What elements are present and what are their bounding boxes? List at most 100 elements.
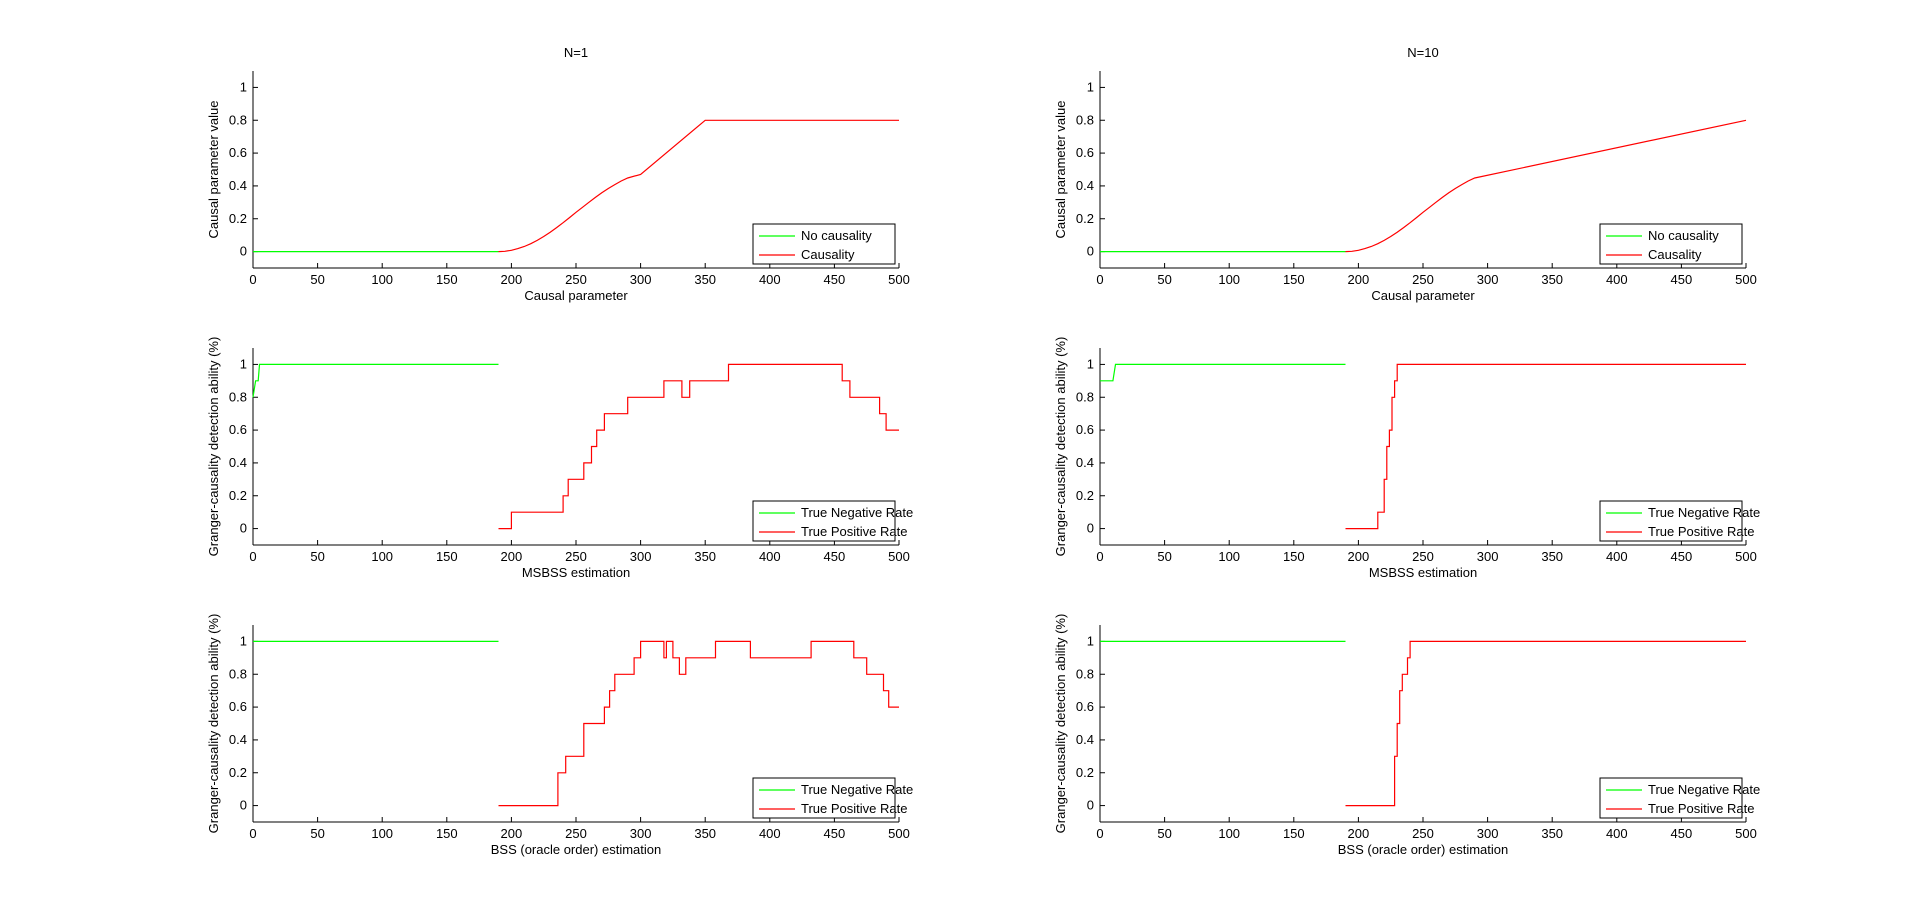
y-tick-label: 1 [1087,356,1094,371]
y-tick-label: 0.4 [1076,455,1094,470]
x-tick-label: 500 [1735,549,1757,564]
x-tick-label: 350 [694,272,716,287]
y-tick-label: 0.8 [1076,666,1094,681]
x-tick-label: 400 [759,549,781,564]
legend-label: True Positive Rate [801,801,907,816]
legend: True Negative Rate True Positive Rate [752,500,913,542]
y-tick-label: 0.6 [1076,145,1094,160]
x-tick-label: 400 [759,826,781,841]
y-tick-label: 0.6 [229,699,247,714]
legend-box [752,223,896,265]
series-line-true-positive-rate [1345,640,1746,807]
x-tick-label: 100 [371,272,393,287]
x-tick-label: 150 [1283,272,1305,287]
chart-title: N=10 [1407,45,1438,60]
x-tick-label: 100 [371,549,393,564]
y-axis-label: Granger-causality detection ability (%) [1053,614,1068,834]
x-tick-label: 450 [824,272,846,287]
x-tick-label: 150 [436,272,458,287]
x-tick-label: 300 [630,826,652,841]
legend: True Negative Rate True Positive Rate [752,777,913,819]
x-tick-label: 50 [310,272,324,287]
subplot-n1-bss: 0 50 100 150 200 250 300 350 400 450 500 0 0.2 0.4 0.6… [206,614,913,857]
y-tick-label: 0 [240,798,247,813]
y-axis-label: Causal parameter value [1053,100,1068,238]
series-line-causality [498,119,899,253]
y-tick-label: 0.8 [229,666,247,681]
x-tick-label: 500 [1735,826,1757,841]
legend-box [1599,500,1743,542]
legend-label: True Negative Rate [1648,782,1760,797]
y-tick-label: 0.2 [229,211,247,226]
x-tick-label: 300 [1477,826,1499,841]
subplot-n10-bss: 0 50 100 150 200 250 300 350 400 450 500 0 0.2 0.4 0.6… [1053,614,1760,857]
y-tick-label: 0.4 [229,455,247,470]
y-tick-label: 0 [1087,798,1094,813]
x-tick-label: 450 [824,549,846,564]
x-tick-label: 100 [1218,549,1240,564]
x-axis-label: MSBSS estimation [522,565,630,580]
x-axis-label: Causal parameter [524,288,628,303]
y-tick-label: 0.8 [1076,112,1094,127]
x-tick-label: 200 [1348,549,1370,564]
y-tick-label: 0.2 [1076,765,1094,780]
legend-label: No causality [801,228,872,243]
x-tick-label: 150 [1283,826,1305,841]
subplot-n10-causal: N=10 0 50 100 150 200 250 300 350 400 450 500 0 0.2 0.… [1053,45,1757,303]
subplot-n10-msbss: 0 50 100 150 200 250 300 350 400 450 500 0 0.2 0.4 0.6… [1053,337,1760,580]
y-tick-label: 0.4 [229,732,247,747]
x-tick-label: 300 [630,549,652,564]
x-tick-label: 0 [1096,549,1103,564]
x-tick-label: 100 [1218,272,1240,287]
legend-label: No causality [1648,228,1719,243]
x-tick-label: 450 [1671,549,1693,564]
y-tick-label: 1 [1087,79,1094,94]
legend-label: True Positive Rate [801,524,907,539]
x-tick-label: 150 [436,826,458,841]
x-tick-label: 350 [694,549,716,564]
legend: No causality Causality [752,223,896,265]
x-tick-label: 250 [1412,272,1434,287]
x-tick-label: 300 [1477,272,1499,287]
legend-label: True Negative Rate [1648,505,1760,520]
x-tick-label: 0 [1096,826,1103,841]
x-tick-label: 250 [1412,826,1434,841]
legend-label: True Negative Rate [801,505,913,520]
x-tick-label: 0 [249,549,256,564]
legend-label: Causality [1648,247,1702,262]
x-tick-label: 450 [1671,826,1693,841]
x-tick-label: 200 [1348,826,1370,841]
y-tick-label: 0.4 [1076,732,1094,747]
x-tick-label: 200 [501,826,523,841]
x-tick-label: 450 [1671,272,1693,287]
x-tick-label: 0 [249,272,256,287]
x-tick-label: 200 [501,549,523,564]
y-axis-label: Granger-causality detection ability (%) [1053,337,1068,557]
y-tick-label: 1 [240,79,247,94]
legend: True Negative Rate True Positive Rate [1599,500,1760,542]
x-tick-label: 250 [1412,549,1434,564]
y-tick-label: 0.8 [229,389,247,404]
y-tick-label: 0 [240,244,247,259]
x-tick-label: 50 [310,826,324,841]
x-tick-label: 250 [565,826,587,841]
legend: No causality Causality [1599,223,1743,265]
x-tick-label: 50 [1157,826,1171,841]
x-axis-label: BSS (oracle order) estimation [1338,842,1509,857]
y-tick-label: 0.6 [1076,422,1094,437]
x-tick-label: 400 [1606,826,1628,841]
x-tick-label: 100 [371,826,393,841]
y-axis-label: Granger-causality detection ability (%) [206,614,221,834]
x-tick-label: 400 [1606,272,1628,287]
x-tick-label: 400 [759,272,781,287]
y-tick-label: 0 [1087,521,1094,536]
y-tick-label: 1 [240,633,247,648]
x-tick-label: 200 [1348,272,1370,287]
y-tick-label: 0 [240,521,247,536]
x-tick-label: 500 [888,272,910,287]
x-tick-label: 250 [565,272,587,287]
legend-box [1599,777,1743,819]
y-tick-label: 0.2 [229,765,247,780]
x-tick-label: 150 [1283,549,1305,564]
